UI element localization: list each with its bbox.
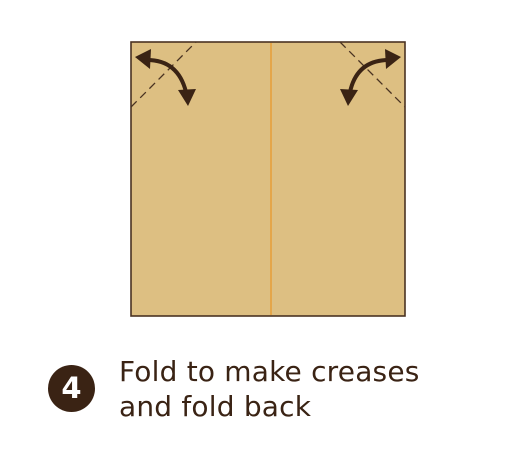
instruction-line-1: Fold to make creases (119, 355, 420, 388)
paper-square (130, 41, 406, 317)
right-corner-fold-line (339, 41, 406, 108)
left-corner-fold-line (130, 41, 197, 108)
origami-diagram (130, 41, 406, 317)
left-fold-arrow-icon (135, 49, 196, 106)
step-instruction: Fold to make creases and fold back (119, 354, 519, 424)
step-number-badge: 4 (48, 365, 95, 412)
instruction-line-2: and fold back (119, 390, 312, 423)
right-fold-arrow-icon (340, 49, 401, 106)
